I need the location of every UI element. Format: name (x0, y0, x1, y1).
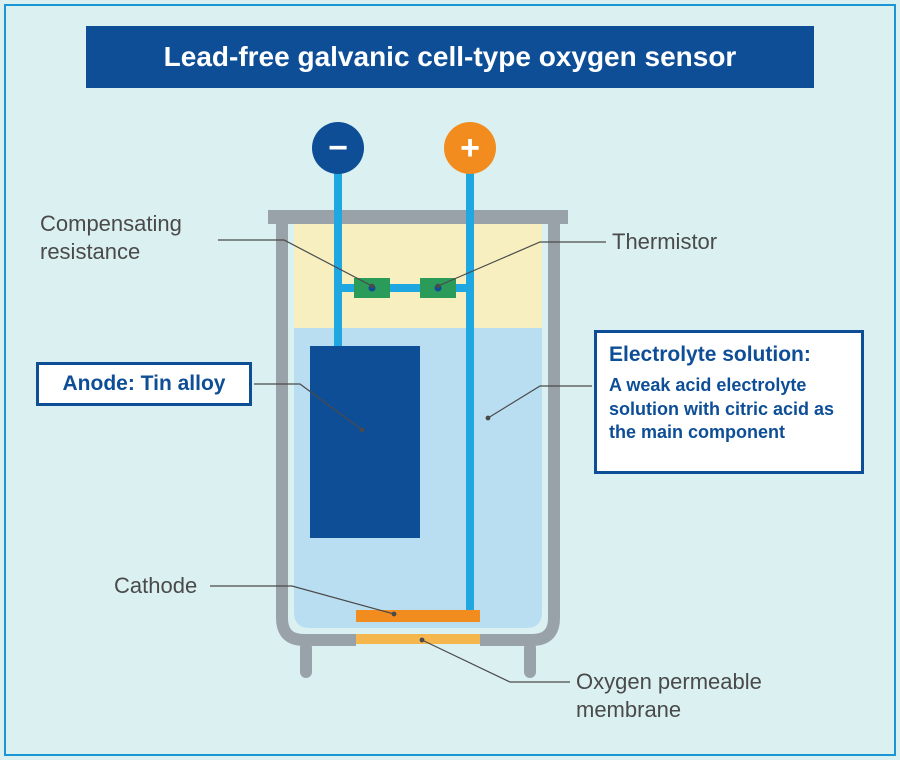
membrane-lead (422, 640, 570, 682)
membrane (356, 634, 480, 644)
label-membrane: Oxygen permeable membrane (576, 668, 856, 723)
terminal-minus-glyph: − (328, 129, 348, 167)
cathode-lead-dot (392, 612, 397, 617)
label-compensating_resistance: Compensating resistance (40, 210, 240, 265)
label-electrolyte: Electrolyte solution: A weak acid electro… (594, 330, 864, 474)
vessel-cap (268, 210, 568, 224)
terminal-plus-glyph: + (460, 129, 480, 167)
anode-lead-dot (360, 428, 365, 433)
label-cathode: Cathode (114, 572, 254, 600)
electrolyte-lead-dot (486, 416, 491, 421)
resistor-lead-dot (370, 284, 375, 289)
label-anode: Anode: Tin alloy (36, 362, 252, 406)
cathode (356, 610, 480, 622)
thermistor-lead-dot (436, 284, 441, 289)
anode (310, 346, 420, 538)
label-electrolyte-body: A weak acid electrolyte solution with ci… (609, 374, 849, 444)
membrane-lead-dot (420, 638, 425, 643)
label-electrolyte-title: Electrolyte solution: (609, 341, 849, 368)
diagram-canvas: Lead-free galvanic cell-type oxygen sens… (0, 0, 900, 760)
label-thermistor: Thermistor (612, 228, 812, 256)
head-compartment (294, 224, 542, 328)
